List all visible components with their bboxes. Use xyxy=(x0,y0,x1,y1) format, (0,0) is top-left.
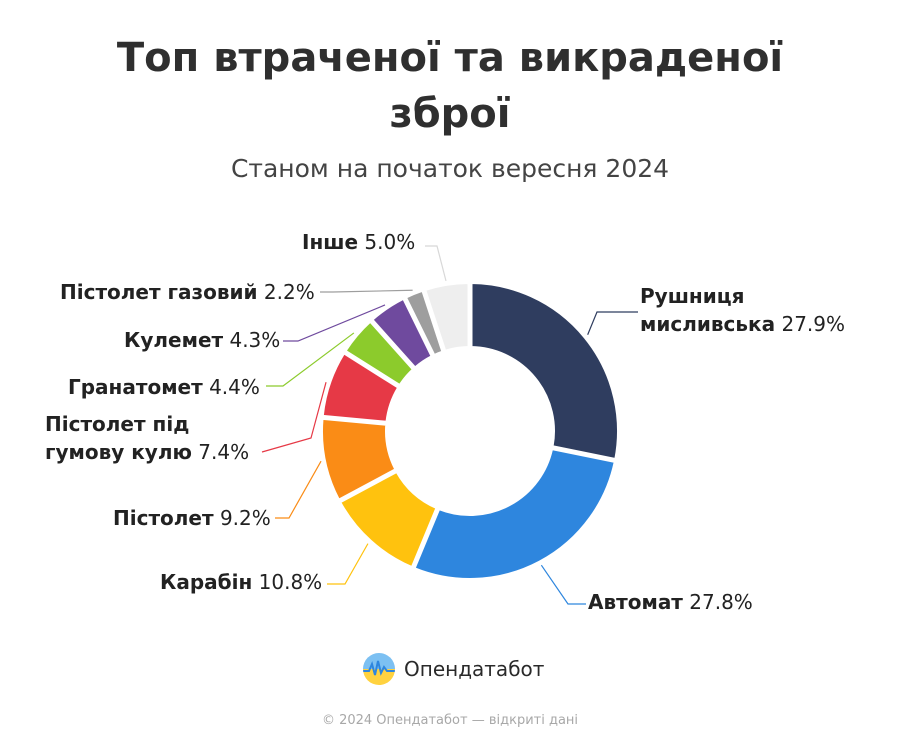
leader-line-0 xyxy=(587,311,638,336)
slice-label-name: Інше xyxy=(302,230,359,254)
slice-label-8: Інше 5.0% xyxy=(302,228,415,256)
leader-line-7 xyxy=(320,289,413,293)
slice-label-4: Пістолет під гумову кулю 7.4% xyxy=(45,410,249,466)
slice-8 xyxy=(424,282,470,352)
chart-title-line-1: Топ втраченої та викраденої xyxy=(116,35,784,81)
slice-label-name: Пістолет xyxy=(113,506,214,530)
slice-0 xyxy=(470,282,619,460)
slice-label-value: 2.2% xyxy=(257,280,315,304)
slice-label-name: Карабін xyxy=(160,570,253,594)
leader-line-3 xyxy=(275,460,322,519)
slice-label-value: 4.4% xyxy=(202,375,260,399)
slice-label-value: 5.0% xyxy=(358,230,416,254)
footer-copyright: © 2024 Опендатабот — відкриті дані xyxy=(321,713,579,728)
slice-label-5: Гранатомет 4.4% xyxy=(68,373,260,401)
slice-label-value: 10.8% xyxy=(252,570,323,594)
slice-label-name: Пістолет під xyxy=(45,412,190,436)
slice-label-1: Автомат 27.8% xyxy=(588,588,753,616)
slice-label-value: 27.9% xyxy=(775,312,846,336)
slice-2 xyxy=(339,470,438,569)
chart-title: Топ втраченої та викраденої зброї xyxy=(0,30,900,142)
slice-label-0: Рушниця мисливська 27.9% xyxy=(640,282,845,338)
leader-line-6 xyxy=(283,304,386,342)
slice-label-value: 4.3% xyxy=(223,328,281,352)
slice-label-name: гумову кулю xyxy=(45,440,192,464)
brand-name: Опендатабот xyxy=(404,657,545,681)
leader-line-5 xyxy=(266,332,355,387)
slice-label-2: Карабін 10.8% xyxy=(160,568,322,596)
slice-3 xyxy=(321,417,397,501)
slice-5 xyxy=(344,320,414,386)
leader-line-1 xyxy=(540,564,586,605)
slice-label-name: Гранатомет xyxy=(68,375,203,399)
slice-label-6: Кулемет 4.3% xyxy=(124,326,280,354)
slice-label-name: Автомат xyxy=(588,590,683,614)
leader-line-8 xyxy=(425,245,447,282)
slice-label-7: Пістолет газовий 2.2% xyxy=(60,278,315,306)
slice-label-3: Пістолет 9.2% xyxy=(113,504,271,532)
chart-subtitle: Станом на початок вересня 2024 xyxy=(230,154,670,183)
leader-line-2 xyxy=(327,543,369,585)
brand: Опендатабот xyxy=(362,650,544,688)
slice-7 xyxy=(405,289,444,356)
slice-label-value: 7.4% xyxy=(191,440,250,464)
slice-1 xyxy=(413,448,616,580)
slice-label-name: Пістолет газовий xyxy=(60,280,258,304)
slice-label-value: 9.2% xyxy=(213,506,271,530)
slice-label-name: мисливська xyxy=(640,312,776,336)
leader-line-4 xyxy=(261,382,327,453)
slice-label-name: Рушниця xyxy=(640,284,745,308)
slice-6 xyxy=(371,297,433,369)
slice-4 xyxy=(321,352,400,423)
chart-title-line-2: зброї xyxy=(389,91,511,137)
opendatabot-logo-icon xyxy=(363,653,395,685)
slice-label-name: Кулемет xyxy=(124,328,224,352)
slice-label-value: 27.8% xyxy=(682,590,753,614)
